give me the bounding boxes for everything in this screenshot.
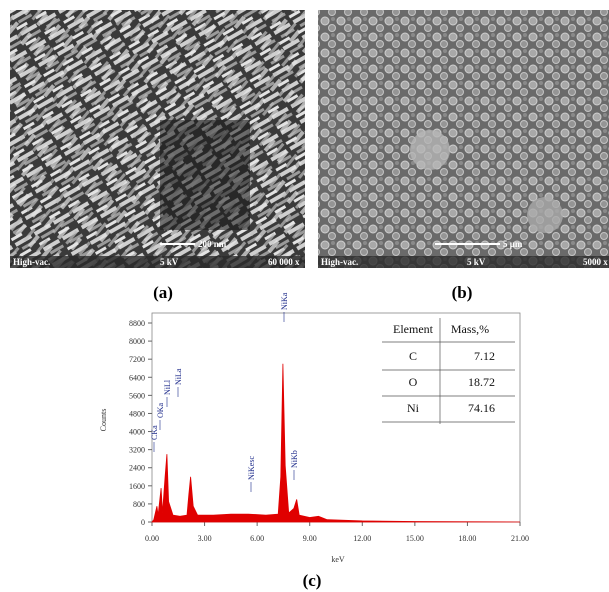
x-tick-label: 3.00 bbox=[198, 534, 212, 543]
table-cell: 74.16 bbox=[468, 401, 495, 415]
caption: (b) bbox=[452, 283, 473, 302]
y-tick-label: 6400 bbox=[129, 373, 145, 382]
info-text: 5 kV bbox=[467, 257, 486, 267]
info-text: 5 kV bbox=[160, 257, 179, 267]
y-tick-label: 8800 bbox=[129, 319, 145, 328]
x-tick-label: 18.00 bbox=[458, 534, 476, 543]
y-tick-label: 8000 bbox=[129, 337, 145, 346]
peak-label: CKa bbox=[150, 425, 159, 440]
info-text: 60 000 x bbox=[268, 257, 300, 267]
caption: (a) bbox=[153, 283, 173, 302]
y-tick-label: 800 bbox=[133, 500, 145, 509]
x-tick-label: 9.00 bbox=[303, 534, 317, 543]
table-cell: 18.72 bbox=[468, 375, 495, 389]
table-cell: Ni bbox=[407, 401, 420, 415]
table-header: Mass,% bbox=[451, 322, 489, 336]
x-tick-label: 21.00 bbox=[511, 534, 529, 543]
sem-image-b bbox=[318, 10, 609, 268]
info-text: High-vac. bbox=[321, 257, 358, 267]
peak-label: NiKb bbox=[290, 450, 299, 468]
y-tick-label: 3200 bbox=[129, 446, 145, 455]
x-tick-label: 0.00 bbox=[145, 534, 159, 543]
caption: (c) bbox=[303, 571, 322, 590]
y-tick-label: 5600 bbox=[129, 391, 145, 400]
spectrum bbox=[152, 364, 520, 522]
peak-label: NiLa bbox=[174, 368, 183, 385]
y-tick-label: 0 bbox=[141, 518, 145, 527]
peak-label: NiLl bbox=[163, 379, 172, 395]
figure-canvas: High-vac. 5 kV 60 000 x 200 nm High-vac.… bbox=[0, 0, 609, 592]
table-cell: 7.12 bbox=[474, 349, 495, 363]
peak-label: OKa bbox=[156, 402, 165, 418]
scale-bar-label: 200 nm bbox=[198, 239, 227, 249]
table-header: Element bbox=[393, 322, 434, 336]
y-tick-label: 2400 bbox=[129, 464, 145, 473]
x-tick-label: 6.00 bbox=[250, 534, 264, 543]
table-cell: C bbox=[409, 349, 417, 363]
y-axis-label: Counts bbox=[99, 409, 108, 432]
y-tick-label: 1600 bbox=[129, 482, 145, 491]
y-tick-label: 7200 bbox=[129, 355, 145, 364]
x-tick-label: 15.00 bbox=[406, 534, 424, 543]
sem-image-a bbox=[10, 10, 305, 268]
info-text: 5000 x bbox=[583, 257, 608, 267]
y-tick-label: 4000 bbox=[129, 428, 145, 437]
table-cell: O bbox=[409, 375, 418, 389]
x-axis-label: keV bbox=[331, 555, 345, 564]
info-text: High-vac. bbox=[13, 257, 50, 267]
peak-label: NiKesc bbox=[247, 456, 256, 480]
figure: High-vac. 5 kV 60 000 x 200 nm High-vac.… bbox=[0, 0, 609, 592]
x-tick-label: 12.00 bbox=[353, 534, 371, 543]
y-tick-label: 4800 bbox=[129, 409, 145, 418]
scale-bar-label: 5 μm bbox=[503, 239, 523, 249]
peak-label: NiKa bbox=[280, 292, 289, 310]
